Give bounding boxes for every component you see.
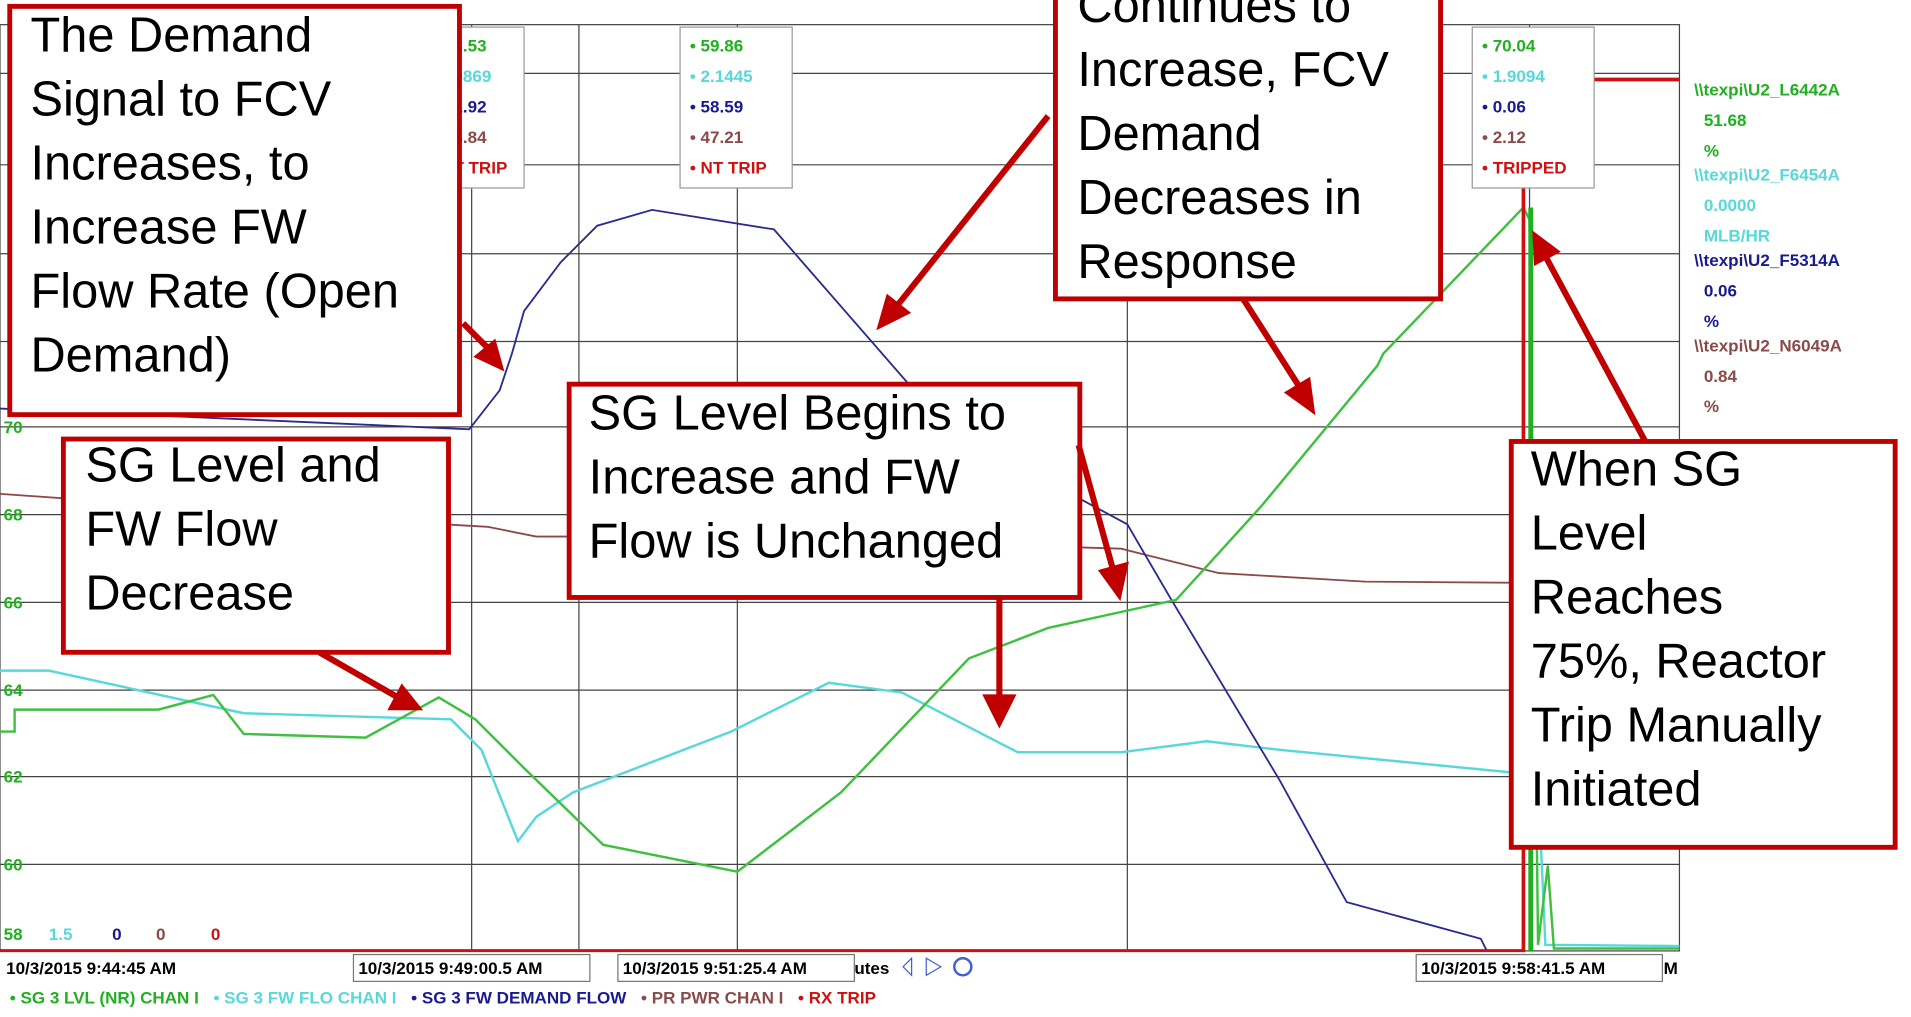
legend-entry: • SG 3 FW DEMAND FLOW <box>411 988 627 1007</box>
annotation-line: Increase FW <box>30 200 306 254</box>
tag-legend: \\texpi\U2_L6442A 51.68% \\texpi\U2_F6454A… <box>1694 80 1842 416</box>
legend-entry: • RX TRIP <box>798 988 876 1007</box>
value-box <box>1471 26 1595 189</box>
time-span: utes <box>854 959 889 978</box>
tag-name: \\texpi\U2_N6049A <box>1694 336 1842 355</box>
bottom-value: 0 <box>211 925 220 944</box>
annotation-line: Trip Manually <box>1531 698 1822 752</box>
annotation-line: SG Level and <box>85 439 380 493</box>
bottom-value: 0 <box>112 925 121 944</box>
annotation-line: Level <box>1531 506 1648 560</box>
tag-unit: % <box>1704 312 1719 331</box>
cursor-time: 10/3/2015 9:49:00.5 AM <box>358 959 542 978</box>
annotation-box <box>566 381 1083 600</box>
box-value: • 47.21 <box>690 128 743 147</box>
annotation-line: Flow Rate (Open <box>30 264 398 318</box>
arrows <box>317 114 1648 729</box>
tag-value: 0.06 <box>1704 281 1737 300</box>
tag-value: 0.0000 <box>1704 196 1756 215</box>
y-tick-label: 58 <box>4 925 23 944</box>
annotation-box <box>7 3 462 418</box>
legend-entry: • PR PWR CHAN I <box>641 988 783 1007</box>
y-tick-label: 66 <box>4 593 23 612</box>
annotation-line: Increase and FW <box>589 450 960 504</box>
annotation-line: Demand) <box>30 328 231 382</box>
annotation-line: Demand <box>1077 107 1261 161</box>
annotation-line: SG Level Begins to <box>589 386 1006 440</box>
box-value: • 2.1445 <box>690 67 753 86</box>
tag-value: 51.68 <box>1704 111 1747 130</box>
bottom-value: 0 <box>156 925 165 944</box>
annotation-line: Flow is Unchanged <box>589 514 1004 568</box>
y-tick-label: 60 <box>4 855 23 874</box>
scroll-left[interactable] <box>902 956 913 977</box>
annotation-box <box>1508 439 1898 850</box>
tag-name: \\texpi\U2_F6454A <box>1694 166 1840 185</box>
axis-labels: 70 68 66 64 62 60 58 1.5 0 0 0 <box>4 418 221 944</box>
annotations: The Demand Signal to FCV Increases, to Incr… <box>7 0 1898 850</box>
tag-unit: MLB/HR <box>1704 227 1770 246</box>
cursor-time: 10/3/2015 9:51:25.4 AM <box>623 959 807 978</box>
cursor-box <box>617 953 855 982</box>
box-value: 0869 <box>453 67 491 86</box>
annotation-line: Increases, to <box>30 136 309 190</box>
annotation-line: The Demand <box>30 8 312 62</box>
value-box <box>679 26 793 189</box>
legend-entry: • SG 3 LVL (NR) CHAN I <box>10 988 199 1007</box>
y-tick-label: 62 <box>4 768 23 787</box>
annotation-line: Decreases in <box>1077 171 1362 225</box>
bottom-value: 1.5 <box>49 925 73 944</box>
box-value: • 58.59 <box>690 97 743 116</box>
tag-value: 0.84 <box>1704 367 1738 386</box>
annotation-line: Response <box>1077 235 1297 289</box>
y-tick-label: 70 <box>4 418 23 437</box>
end-tail: M <box>1664 959 1678 978</box>
annotation-line: Increase, FCV <box>1077 43 1389 97</box>
tag-name: \\texpi\U2_L6442A <box>1694 80 1840 99</box>
cursor-box <box>1415 953 1663 982</box>
end-time: 10/3/2015 9:58:41.5 AM <box>1421 959 1605 978</box>
box-value: • NT TRIP <box>690 158 767 177</box>
annotation-box <box>60 436 451 655</box>
tag-name: \\texpi\U2_F5314A <box>1694 251 1840 270</box>
refresh[interactable] <box>953 957 973 977</box>
y-tick-label: 68 <box>4 506 23 525</box>
box-value: • 70.04 <box>1482 36 1536 55</box>
box-value: • 2.12 <box>1482 128 1526 147</box>
box-value: • 59.86 <box>690 36 743 55</box>
time-bar: 10/3/2015 9:44:45 AM 10/3/2015 9:49:00.5 … <box>0 952 1680 1007</box>
box-value: • 1.9094 <box>1482 67 1545 86</box>
annotation-line: Continues to <box>1077 0 1351 33</box>
annotation-line: Initiated <box>1531 762 1702 816</box>
tag-unit: % <box>1704 141 1719 160</box>
time-start: 10/3/2015 9:44:45 AM <box>6 959 176 978</box>
box-value: • TRIPPED <box>1482 158 1567 177</box>
annotation-line: FW Flow <box>85 503 278 557</box>
y-tick-label: 64 <box>4 681 23 700</box>
annotation-line: Decrease <box>85 567 294 621</box>
annotation-line: 75%, Reactor <box>1531 634 1826 688</box>
tag-unit: % <box>1704 397 1719 416</box>
legend-entry: • SG 3 FW FLO CHAN I <box>213 988 396 1007</box>
box-value: • 0.06 <box>1482 97 1526 116</box>
cursor-box <box>352 953 591 982</box>
box-value: T TRIP <box>453 158 507 177</box>
annotation-line: Reaches <box>1531 570 1723 624</box>
annotation-line: When SG <box>1531 442 1742 496</box>
scroll-right[interactable] <box>925 957 943 977</box>
annotation-line: Signal to FCV <box>30 72 331 126</box>
annotation-box <box>1053 0 1443 302</box>
